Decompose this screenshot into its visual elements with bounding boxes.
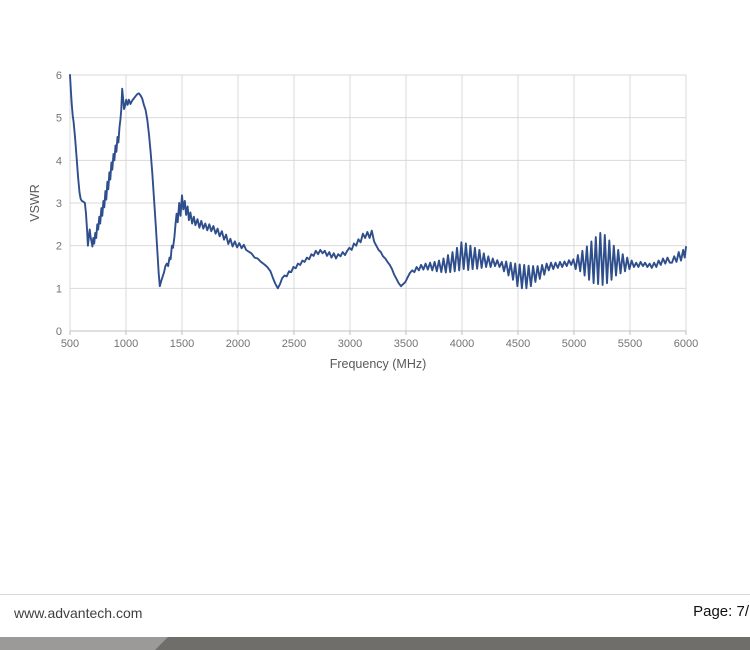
- x-tick-label: 2500: [282, 338, 306, 350]
- y-tick-label: 2: [56, 241, 62, 253]
- footer-divider: [0, 594, 750, 595]
- y-tick-label: 4: [56, 155, 62, 167]
- x-tick-label: 4500: [506, 338, 530, 350]
- x-tick-label: 6000: [674, 338, 698, 350]
- x-tick-label: 1500: [170, 338, 194, 350]
- x-tick-label: 500: [61, 338, 79, 350]
- y-tick-label: 5: [56, 113, 62, 125]
- y-tick-label: 0: [56, 326, 62, 338]
- x-tick-label: 5500: [618, 338, 642, 350]
- y-tick-label: 3: [56, 198, 62, 210]
- chart-grid-layer: 0 1 2 3 4 5 6 500 1000 1500 2000 2500 3000 3500 4000 45…: [56, 70, 698, 350]
- y-axis-title: VSWR: [28, 184, 42, 222]
- y-tick-label: 6: [56, 70, 62, 82]
- x-axis-title: Frequency (MHz): [330, 357, 427, 371]
- x-tick-label: 3000: [338, 338, 362, 350]
- x-tick-label: 3500: [394, 338, 418, 350]
- vswr-chart-svg: 0 1 2 3 4 5 6 500 1000 1500 2000 2500 3000 3500 4000 45…: [28, 70, 698, 371]
- x-tick-label: 1000: [114, 338, 138, 350]
- x-tick-label: 4000: [450, 338, 474, 350]
- vswr-chart: 0 1 2 3 4 5 6 500 1000 1500 2000 2500 3000 3500 4000 45…: [28, 70, 698, 371]
- vswr-series-line: [69, 74, 687, 290]
- x-tick-label: 5000: [562, 338, 586, 350]
- x-tick-label: 2000: [226, 338, 250, 350]
- y-tick-label: 1: [56, 283, 62, 295]
- footer-accent-bar-light-segment: [0, 637, 168, 650]
- footer-accent-bar: [0, 637, 750, 650]
- footer-page-number: Page: 7/: [693, 603, 749, 620]
- chart-series-layer: [69, 74, 687, 290]
- footer-website-link[interactable]: www.advantech.com: [14, 605, 143, 621]
